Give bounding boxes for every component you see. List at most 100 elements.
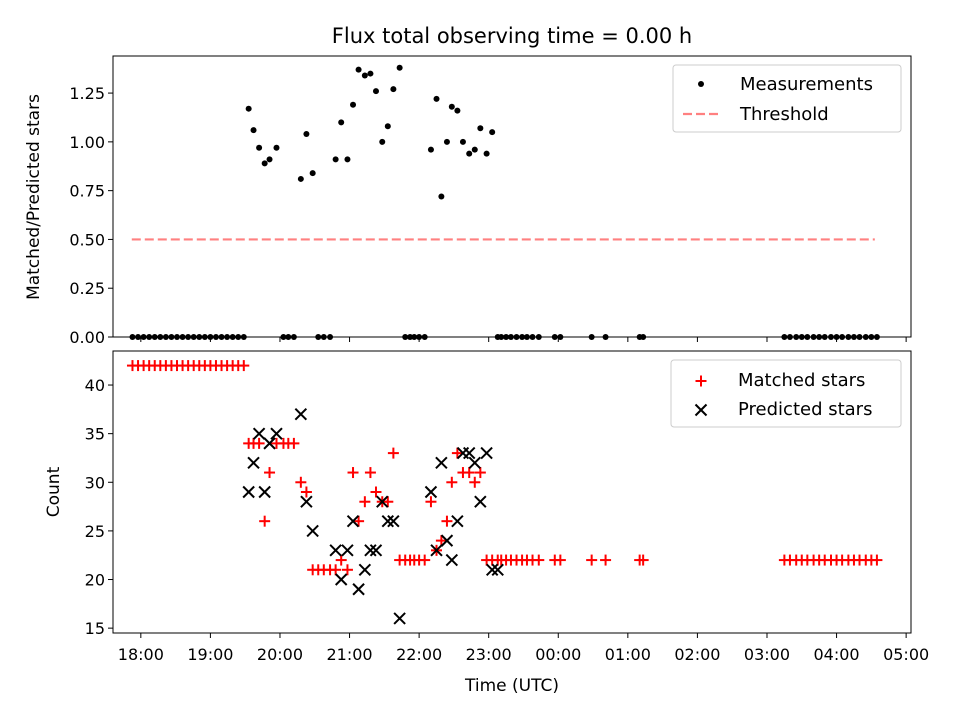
top-axes-frame xyxy=(112,55,912,338)
bottom-y-axis-label: Count xyxy=(44,466,64,517)
predicted-star-point xyxy=(346,514,360,528)
matched-star-point xyxy=(300,486,312,498)
measurement-point xyxy=(273,144,280,151)
measurement-point xyxy=(443,138,450,145)
measurement-point xyxy=(344,156,351,163)
x-tick-label: 01:00 xyxy=(605,645,651,664)
predicted-star-point xyxy=(424,485,438,499)
top-y-tick-label: 0.75 xyxy=(69,182,105,201)
legend-threshold-label: Threshold xyxy=(739,104,829,125)
measurement-point xyxy=(483,150,490,157)
bottom-y-tick-label: 30 xyxy=(85,473,105,492)
measurement-point xyxy=(297,175,304,182)
bottom-y-tick-label: 20 xyxy=(85,571,105,590)
predicted-star-point xyxy=(306,524,319,538)
predicted-star-point xyxy=(435,456,448,470)
matched-star-point xyxy=(347,467,359,479)
x-tick-label: 19:00 xyxy=(187,645,233,664)
legend-matched-label: Matched stars xyxy=(738,370,865,391)
predicted-star-point xyxy=(329,544,342,557)
top-y-tick-label: 0.00 xyxy=(69,328,105,347)
predicted-star-point xyxy=(387,514,400,528)
top-y-tick-label: 1.25 xyxy=(69,84,105,103)
matched-star-point xyxy=(600,554,612,566)
measurement-point xyxy=(433,95,440,102)
measurement-point xyxy=(338,119,345,126)
matched-star-point xyxy=(586,554,598,566)
predicted-star-point xyxy=(445,553,459,567)
matched-star-point xyxy=(441,515,453,527)
predicted-star-point xyxy=(341,544,354,557)
measurement-point xyxy=(256,144,263,151)
measurement-point xyxy=(261,160,268,167)
predicted-star-point xyxy=(480,446,493,460)
measurement-point xyxy=(367,70,374,77)
predicted-star-point xyxy=(393,612,406,625)
top-y-tick-label: 0.50 xyxy=(69,230,105,249)
bottom-legend-box xyxy=(670,359,902,428)
measurement-point xyxy=(245,105,252,112)
x-axis-label: Time (UTC) xyxy=(464,676,559,696)
x-tick-label: 04:00 xyxy=(814,645,860,664)
top-legend-box xyxy=(672,64,902,133)
measurement-point xyxy=(379,138,386,145)
measurement-point xyxy=(454,107,461,114)
measurement-point xyxy=(361,72,368,79)
measurement-point xyxy=(438,193,445,200)
bottom-panel: 15 20 25 30 35 40 18:00 19:00 20:00 21:00 22:00 23… xyxy=(44,350,929,696)
matched-star-point xyxy=(264,467,276,479)
x-tick-label: 21:00 xyxy=(326,645,372,664)
predicted-star-point xyxy=(376,495,389,508)
measurement-point xyxy=(384,123,391,130)
x-tick-label: 23:00 xyxy=(466,645,512,664)
matched-star-point xyxy=(451,447,463,459)
measurement-point xyxy=(448,103,455,110)
legend-measurements-label: Measurements xyxy=(740,74,873,95)
measurement-point xyxy=(303,131,310,138)
bottom-y-tick-label: 40 xyxy=(85,376,105,395)
matched-star-point xyxy=(554,554,566,566)
top-panel: 0.00 0.25 0.50 0.75 1.00 1.25 Matched/Predict… xyxy=(24,55,912,347)
measurement-point xyxy=(250,127,257,134)
predicted-star-point xyxy=(300,495,313,508)
legend-plus-glyph xyxy=(695,375,707,387)
legend-matched-marker xyxy=(695,375,707,387)
matched-star-point xyxy=(259,515,271,527)
predicted-star-point xyxy=(485,563,499,577)
predicted-star-point xyxy=(334,573,348,586)
top-y-tick-label: 1.00 xyxy=(69,133,105,152)
measurement-point xyxy=(266,156,273,163)
predicted-star-point xyxy=(430,544,443,557)
predicted-star-point xyxy=(381,514,395,528)
measurement-point xyxy=(459,138,466,145)
legend-predicted-marker xyxy=(694,403,708,417)
legend-cross-glyph xyxy=(694,403,708,417)
measurement-point xyxy=(471,146,478,153)
measurement-point xyxy=(355,66,362,73)
matched-star-point xyxy=(463,467,475,479)
matched-star-point xyxy=(295,476,307,488)
matched-star-point xyxy=(469,476,481,488)
matched-star-point xyxy=(335,554,347,566)
x-tick-label: 20:00 xyxy=(257,645,303,664)
predicted-stars-points xyxy=(242,407,504,625)
matched-star-point xyxy=(637,554,649,566)
top-y-ticks: 0.00 0.25 0.50 0.75 1.00 1.25 xyxy=(69,84,113,347)
bottom-y-tick-label: 35 xyxy=(85,425,105,444)
predicted-star-point xyxy=(451,514,464,528)
measurement-points xyxy=(129,64,880,340)
matched-star-point xyxy=(238,360,250,372)
legend-predicted-label: Predicted stars xyxy=(738,399,872,420)
bottom-y-tick-label: 15 xyxy=(85,619,105,638)
measurement-point xyxy=(466,150,473,157)
predicted-star-point xyxy=(369,544,383,557)
chart-title: Flux total observing time = 0.00 h xyxy=(332,24,692,48)
predicted-star-point xyxy=(364,544,377,557)
matched-star-point xyxy=(353,515,365,527)
predicted-star-point xyxy=(258,485,271,499)
matched-star-point xyxy=(288,437,300,449)
predicted-star-point xyxy=(440,534,454,547)
x-tick-label: 18:00 xyxy=(118,645,164,664)
predicted-star-point xyxy=(252,427,266,440)
